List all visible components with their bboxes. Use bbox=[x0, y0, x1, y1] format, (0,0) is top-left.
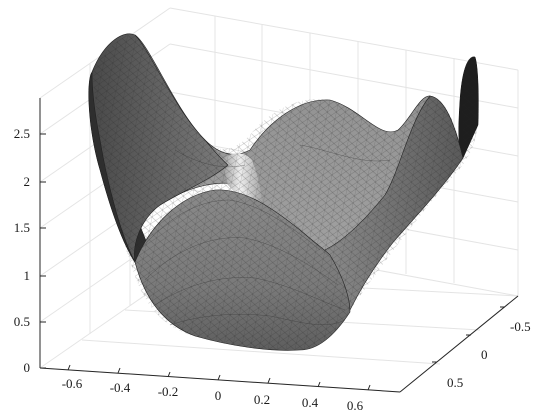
x-tick-label: 0 bbox=[215, 388, 222, 403]
x-tick-label: -0.2 bbox=[158, 384, 179, 399]
y-axis-line bbox=[399, 295, 519, 393]
surface bbox=[88, 33, 479, 351]
x-axis-line bbox=[39, 367, 401, 393]
z-tick-label: 1.5 bbox=[14, 220, 30, 235]
axes bbox=[39, 98, 519, 393]
z-tick-labels: 0 0.5 1 1.5 2 2.5 bbox=[14, 126, 30, 375]
z-tick-label: 1 bbox=[24, 268, 31, 283]
z-tick-label: 0.5 bbox=[14, 314, 30, 329]
x-tick-label: 0.2 bbox=[254, 392, 270, 407]
x-tick-labels: -0.6 -0.4 -0.2 0 0.2 0.4 0.6 bbox=[62, 376, 364, 413]
y-tick-label: 0.5 bbox=[447, 375, 463, 390]
y-tick-label: 0 bbox=[481, 347, 488, 362]
y-tick-label: -0.5 bbox=[510, 319, 531, 334]
x-tick-label: -0.6 bbox=[62, 376, 83, 391]
x-tick-label: 0.6 bbox=[347, 398, 364, 413]
z-tick-label: 2 bbox=[24, 174, 31, 189]
z-tick-label: 2.5 bbox=[14, 126, 30, 141]
z-tick-label: 0 bbox=[24, 360, 31, 375]
x-tick-label: 0.4 bbox=[302, 395, 319, 410]
y-tick-labels: -0.5 0 0.5 bbox=[447, 319, 531, 390]
x-tick-label: -0.4 bbox=[110, 380, 131, 395]
